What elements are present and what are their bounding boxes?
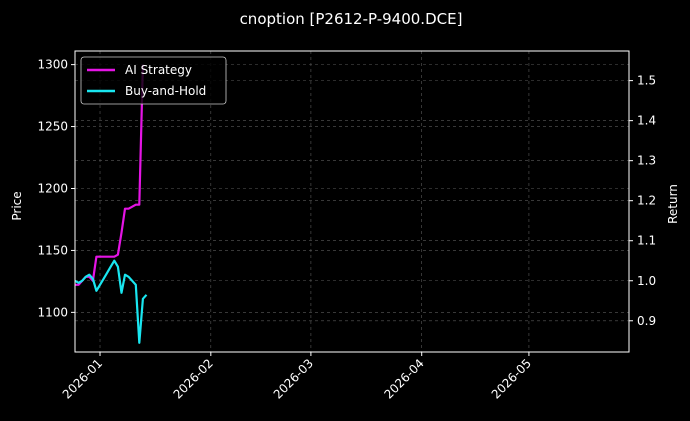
y-right-tick-label: 1.1 bbox=[637, 234, 656, 248]
series-line-1 bbox=[74, 259, 148, 344]
y-right-tick-label: 1.2 bbox=[637, 194, 656, 208]
y-left-tick-label: 1200 bbox=[37, 181, 68, 195]
legend: AI Strategy Buy-and-Hold bbox=[80, 56, 227, 105]
x-tick-label: 2026-05 bbox=[489, 356, 534, 401]
x-axis: 2026-01 2026-02 2026-03 2026-04 2026-05 bbox=[60, 352, 534, 402]
plot-lines bbox=[74, 64, 148, 344]
y-left-tick-label: 1100 bbox=[37, 305, 68, 319]
plot-frame bbox=[74, 50, 630, 353]
y-right-tick-label: 1.3 bbox=[637, 154, 656, 168]
y-right-tick-label: 1.5 bbox=[637, 74, 656, 88]
y-axis-right-label: Return bbox=[666, 184, 680, 224]
y-axis-left-label: Price bbox=[10, 191, 24, 220]
y-left-tick-label: 1250 bbox=[37, 120, 68, 134]
x-tick-label: 2026-04 bbox=[381, 356, 426, 401]
y-right-tick-label: 1.0 bbox=[637, 274, 656, 288]
x-tick-label: 2026-02 bbox=[171, 356, 216, 401]
y-axis-left: 1100 1150 1200 1250 1300 bbox=[37, 58, 75, 319]
legend-label: Buy-and-Hold bbox=[125, 84, 206, 98]
x-tick-label: 2026-01 bbox=[60, 356, 105, 401]
x-tick-label: 2026-03 bbox=[271, 356, 316, 401]
y-right-tick-label: 1.4 bbox=[637, 114, 656, 128]
y-left-tick-label: 1150 bbox=[37, 243, 68, 257]
y-axis-right: 0.9 1.0 1.1 1.2 1.3 1.4 1.5 bbox=[629, 74, 656, 328]
legend-label: AI Strategy bbox=[125, 63, 192, 77]
series-line-0 bbox=[75, 64, 144, 286]
y-right-tick-label: 0.9 bbox=[637, 314, 656, 328]
y-left-tick-label: 1300 bbox=[37, 58, 68, 72]
chart-title: cnoption [P2612-P-9400.DCE] bbox=[240, 10, 463, 28]
legend-box bbox=[80, 56, 227, 105]
